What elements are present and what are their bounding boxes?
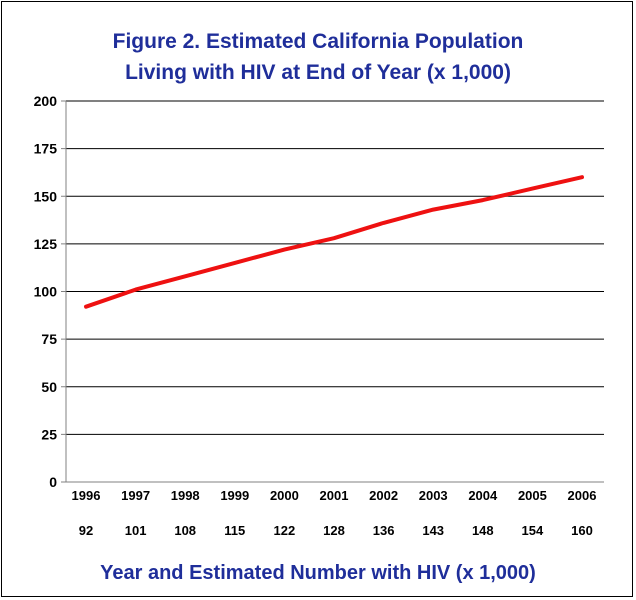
data-value-label: 115 <box>224 523 245 538</box>
data-value-label: 160 <box>571 523 593 538</box>
y-tick-label: 75 <box>41 331 57 347</box>
data-value-label: 101 <box>125 523 147 538</box>
value-labels: 92 101 108 115 122 128 136 143 148 154 160 <box>79 523 593 538</box>
gridlines <box>66 100 604 435</box>
y-tick-label: 25 <box>41 426 57 442</box>
x-tick-label: 2003 <box>419 488 448 503</box>
x-axis-label: Year and Estimated Number with HIV (x 1,… <box>100 562 536 584</box>
axes <box>61 100 604 483</box>
y-tick-label: 50 <box>41 379 57 395</box>
line-chart: 0 25 50 75 100 125 150 175 200 1996 1997 1998 1999 2… <box>34 93 604 538</box>
y-tick-labels: 0 25 50 75 100 125 150 175 200 <box>34 93 58 490</box>
x-tick-label: 1996 <box>72 488 101 503</box>
x-tick-label: 1999 <box>220 488 249 503</box>
y-tick-label: 125 <box>34 236 58 252</box>
data-value-label: 122 <box>274 523 296 538</box>
x-tick-label: 2005 <box>518 488 547 503</box>
y-tick-label: 200 <box>34 93 58 109</box>
data-value-label: 148 <box>472 523 494 538</box>
data-value-label: 92 <box>79 523 93 538</box>
x-tick-label: 2001 <box>320 488 349 503</box>
x-tick-labels: 1996 1997 1998 1999 2000 2001 2002 2003 2004 2005… <box>72 488 597 503</box>
series-layer <box>84 175 584 309</box>
data-value-label: 128 <box>323 523 345 538</box>
chart-title-line-2: Living with HIV at End of Year (x 1,000) <box>125 61 511 84</box>
data-value-label: 108 <box>174 523 196 538</box>
data-value-label: 136 <box>373 523 395 538</box>
y-tick-label: 0 <box>49 474 57 490</box>
x-tick-label: 2004 <box>468 488 498 503</box>
data-value-label: 154 <box>522 523 544 538</box>
data-value-label: 143 <box>422 523 444 538</box>
x-tick-label: 2006 <box>568 488 597 503</box>
chart-title-line-1: Figure 2. Estimated California Populatio… <box>112 30 524 53</box>
x-tick-label: 1998 <box>171 488 200 503</box>
x-tick-label: 1997 <box>121 488 150 503</box>
y-tick-label: 150 <box>34 188 58 204</box>
y-tick-label: 100 <box>34 284 58 300</box>
y-tick-label: 175 <box>34 141 58 157</box>
x-tick-label: 2000 <box>270 488 299 503</box>
x-tick-label: 2002 <box>369 488 398 503</box>
